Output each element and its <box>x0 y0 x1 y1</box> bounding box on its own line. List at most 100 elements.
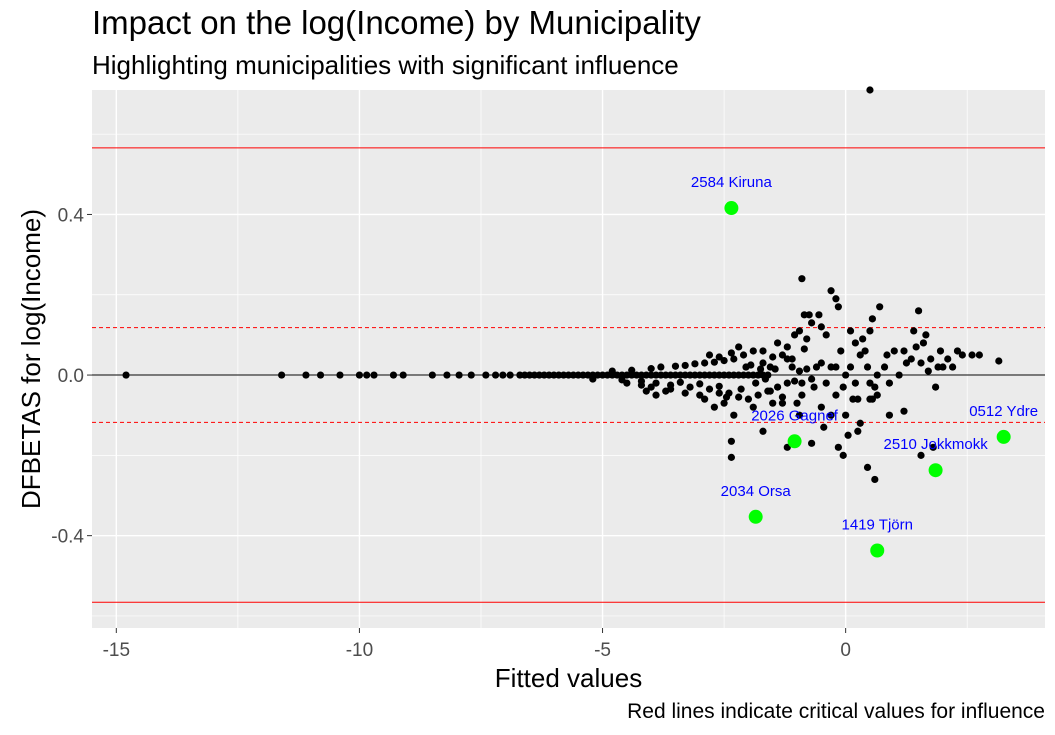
data-point <box>752 379 760 387</box>
highlighted-point-label: 1419 Tjörn <box>842 517 913 534</box>
data-point <box>873 391 881 399</box>
data-point <box>671 362 680 370</box>
data-point <box>647 383 655 391</box>
data-point <box>681 361 689 370</box>
data-point <box>832 391 840 399</box>
data-point <box>691 360 699 368</box>
data-point <box>902 359 911 367</box>
data-point <box>428 371 436 379</box>
data-point <box>735 343 743 351</box>
data-point <box>788 355 796 363</box>
data-point <box>839 451 847 459</box>
data-point <box>854 427 862 435</box>
data-point <box>808 319 816 327</box>
data-point <box>761 375 770 383</box>
data-point <box>788 363 796 371</box>
highlighted-point-label: 2510 Jokkmokk <box>883 436 988 453</box>
data-point <box>737 385 745 393</box>
data-point <box>958 351 966 359</box>
data-point <box>949 363 957 371</box>
data-point <box>924 367 932 375</box>
data-point <box>851 379 859 387</box>
data-point <box>944 355 952 363</box>
data-point <box>730 411 738 419</box>
data-point <box>455 371 463 379</box>
data-point <box>363 371 371 379</box>
x-tick-label: 0 <box>840 640 851 661</box>
data-point <box>778 399 787 407</box>
data-point <box>491 371 500 379</box>
data-point <box>715 353 723 361</box>
data-point <box>696 391 704 399</box>
data-point <box>720 399 728 407</box>
data-point <box>839 383 847 391</box>
data-point <box>710 403 718 411</box>
chart-subtitle: Highlighting municipalities with signifi… <box>92 50 679 80</box>
data-point <box>771 365 779 373</box>
data-point <box>817 403 825 411</box>
data-point <box>355 371 364 379</box>
data-point <box>798 275 806 283</box>
data-point <box>885 379 894 387</box>
data-point <box>778 393 787 401</box>
data-point <box>759 427 767 435</box>
data-point <box>739 351 748 359</box>
chart-title: Impact on the log(Income) by Municipalit… <box>92 4 701 41</box>
data-point <box>917 359 925 367</box>
data-point <box>868 315 876 323</box>
y-axis-ticks: -0.4 0.0 0.4 <box>51 205 92 548</box>
data-point <box>701 359 709 367</box>
data-point <box>701 395 709 403</box>
data-point <box>715 382 723 390</box>
data-point <box>871 383 879 391</box>
data-point <box>800 345 808 353</box>
data-point <box>808 375 816 383</box>
data-point <box>914 307 923 315</box>
data-point <box>832 363 840 371</box>
data-point <box>931 383 940 391</box>
data-point <box>795 411 804 419</box>
data-point <box>975 351 983 359</box>
x-tick-label: -10 <box>346 640 373 661</box>
data-point <box>866 86 874 94</box>
data-point <box>790 331 799 339</box>
data-point <box>798 391 806 399</box>
data-point <box>856 419 864 427</box>
data-point <box>608 367 616 375</box>
data-point <box>749 403 757 411</box>
data-point <box>820 423 828 431</box>
data-point <box>846 327 855 335</box>
data-point <box>316 371 325 379</box>
data-point <box>919 339 928 347</box>
x-tick-label: -15 <box>103 640 130 661</box>
data-point <box>968 351 976 359</box>
data-point <box>885 411 894 419</box>
highlighted-point <box>787 434 802 449</box>
data-point <box>866 395 874 403</box>
data-point <box>278 371 286 379</box>
data-point <box>863 463 872 472</box>
data-point <box>336 371 344 379</box>
highlighted-point <box>748 509 763 524</box>
data-point <box>936 347 945 355</box>
plot-panel <box>92 90 1045 628</box>
data-point <box>900 347 908 355</box>
data-point <box>389 371 398 379</box>
highlighted-point <box>928 463 943 478</box>
data-point <box>628 366 636 374</box>
data-point <box>846 363 855 371</box>
data-point <box>589 375 597 383</box>
data-point <box>851 339 859 347</box>
data-point <box>927 355 935 363</box>
data-point <box>705 385 714 393</box>
data-point <box>910 327 918 335</box>
data-point <box>815 311 823 319</box>
data-point <box>749 347 757 355</box>
data-point <box>730 355 738 363</box>
highlighted-point-label: 2584 Kiruna <box>691 174 773 191</box>
data-point <box>727 349 735 357</box>
data-point <box>370 371 378 379</box>
highlighted-point-label: 0512 Ydre <box>969 403 1038 420</box>
data-point <box>727 437 735 445</box>
data-point <box>890 347 898 355</box>
